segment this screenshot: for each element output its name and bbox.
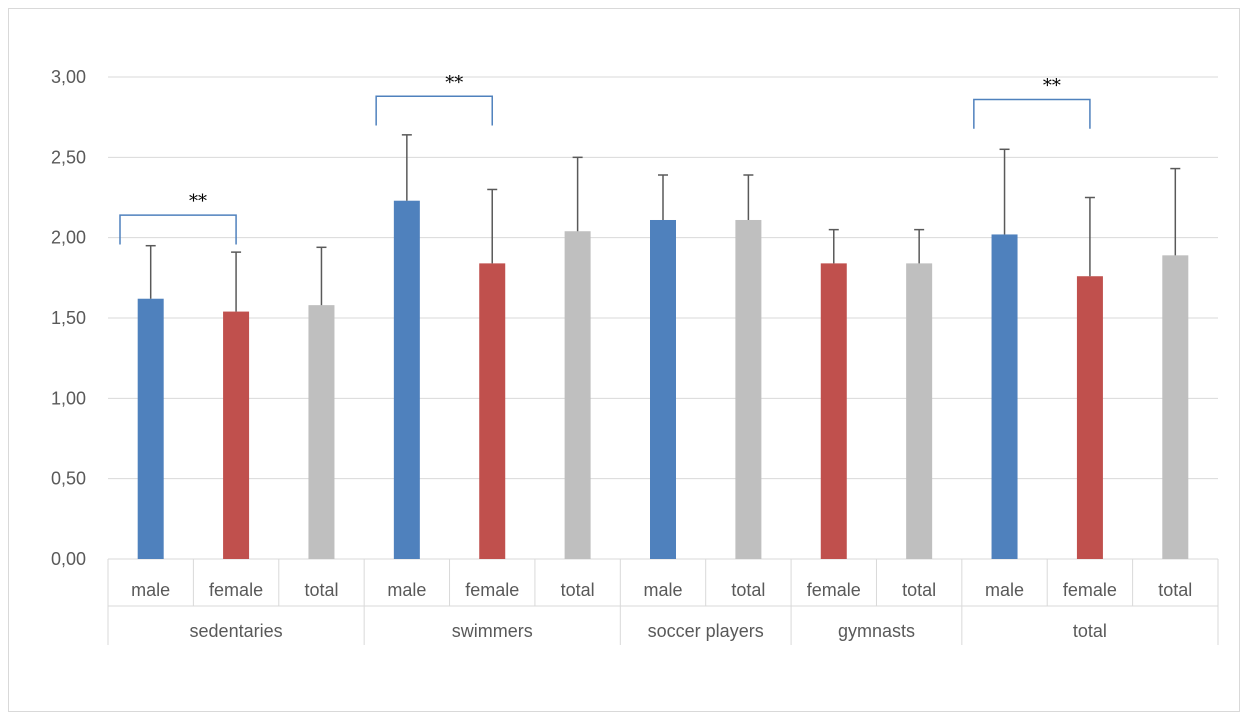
bar-gymnasts-female bbox=[820, 263, 847, 559]
significance-bracket bbox=[375, 95, 493, 126]
bar-total-male bbox=[991, 234, 1018, 559]
y-tick-label: 2,00 bbox=[51, 228, 86, 248]
significance-label: ** bbox=[1043, 75, 1061, 96]
bar-soccer-players-total bbox=[735, 219, 762, 559]
bar-swimmers-total bbox=[564, 231, 591, 560]
y-tick-label: 0,50 bbox=[51, 469, 86, 489]
bar-gymnasts-total bbox=[906, 263, 933, 559]
x-tick-label: total bbox=[304, 580, 338, 600]
x-tick-label: total bbox=[902, 580, 936, 600]
bar-sedentaries-male bbox=[137, 298, 164, 559]
x-tick-label: female bbox=[209, 580, 263, 600]
bar-sedentaries-female bbox=[223, 311, 250, 559]
bar-swimmers-female bbox=[479, 263, 506, 559]
bar-soccer-players-male bbox=[650, 219, 676, 559]
x-tick-label: female bbox=[465, 580, 519, 600]
bar-total-total bbox=[1162, 255, 1189, 559]
group-label: sedentaries bbox=[190, 621, 283, 641]
x-tick-label: male bbox=[131, 580, 170, 600]
x-tick-label: male bbox=[985, 580, 1024, 600]
x-tick-label: female bbox=[807, 580, 861, 600]
significance-label: ** bbox=[189, 191, 207, 212]
y-tick-label: 2,50 bbox=[51, 147, 86, 167]
group-label: soccer players bbox=[648, 621, 764, 641]
x-tick-label: total bbox=[731, 580, 765, 600]
bar-sedentaries-total bbox=[308, 305, 335, 559]
x-tick-label: male bbox=[387, 580, 426, 600]
significance-bracket bbox=[119, 214, 237, 245]
bar-swimmers-male bbox=[393, 200, 420, 560]
y-tick-label: 1,50 bbox=[51, 308, 86, 328]
bar-total-female bbox=[1076, 276, 1103, 559]
significance-bracket bbox=[973, 98, 1091, 129]
chart-frame bbox=[8, 8, 1240, 712]
x-tick-label: female bbox=[1063, 580, 1117, 600]
x-tick-label: total bbox=[561, 580, 595, 600]
group-label: total bbox=[1073, 621, 1107, 641]
x-tick-label: male bbox=[643, 580, 682, 600]
group-label: gymnasts bbox=[838, 621, 915, 641]
y-tick-label: 0,00 bbox=[51, 549, 86, 569]
x-tick-label: total bbox=[1158, 580, 1192, 600]
y-tick-label: 3,00 bbox=[51, 67, 86, 87]
significance-label: ** bbox=[445, 72, 463, 93]
group-label: swimmers bbox=[452, 621, 533, 641]
y-tick-label: 1,00 bbox=[51, 388, 86, 408]
